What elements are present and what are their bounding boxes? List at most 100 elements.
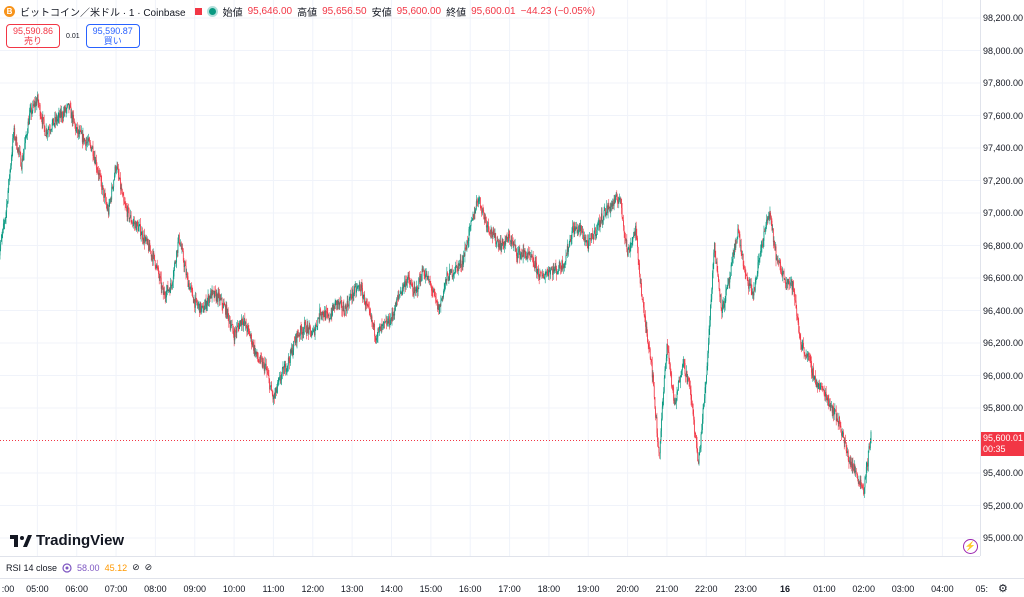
candle-body [141, 235, 142, 236]
candle-body [166, 297, 167, 298]
candle-body [539, 272, 540, 278]
candle-body [485, 217, 486, 220]
rsi-ma-value: 45.12 [105, 563, 128, 573]
candle-body [323, 312, 324, 316]
candle-body [699, 449, 700, 452]
price-tick-label: 95,800.00 [983, 403, 1023, 413]
sell-button[interactable]: 95,590.86 売り [6, 24, 60, 48]
candle-body [738, 229, 739, 233]
candle-body [305, 322, 306, 332]
candle-body [695, 434, 696, 435]
candle-body [139, 225, 140, 227]
eye-off-icon[interactable]: ⊘ [145, 562, 153, 573]
candle-body [746, 274, 747, 275]
candle-body [861, 480, 862, 485]
market-status-icon[interactable] [207, 6, 218, 17]
candle-body [751, 284, 752, 291]
candle-body [400, 294, 401, 295]
candle-body [626, 240, 627, 249]
candle-body [840, 426, 841, 433]
buy-button[interactable]: 95,590.87 買い [86, 24, 140, 48]
time-tick-label: 11:00 [263, 584, 285, 594]
candle-body [155, 260, 156, 266]
candle-body [38, 95, 39, 103]
candle-body [369, 307, 370, 309]
candle-body [632, 237, 633, 242]
candle-body [390, 324, 391, 325]
candle-body [706, 375, 707, 383]
candle-body [192, 290, 193, 297]
candle-body [630, 244, 631, 247]
candle-body [572, 231, 573, 239]
candle-body [715, 243, 716, 257]
candle-body [691, 390, 692, 400]
time-tick-label: 12:00 [302, 584, 325, 594]
candle-body [12, 152, 13, 158]
candle-body [802, 345, 803, 349]
candle-body [760, 251, 761, 254]
candle-body [538, 268, 539, 276]
candle-body [267, 369, 268, 372]
rsi-indicator[interactable]: RSI 14 close 58.00 45.12 ⊘ ⊘ [0, 556, 980, 578]
candle-body [48, 130, 49, 133]
candle-body [281, 374, 282, 379]
candle-body [515, 245, 516, 249]
candle-body [653, 375, 654, 386]
candle-body [162, 286, 163, 287]
candle-body [700, 448, 701, 450]
time-tick-label: 17:00 [498, 584, 521, 594]
candle-body [396, 299, 397, 307]
candle-body [763, 241, 764, 246]
candle-body [493, 230, 494, 233]
candle-body [765, 227, 766, 232]
candle-body [729, 277, 730, 282]
candle-body [702, 419, 703, 430]
candle-body [717, 262, 718, 271]
time-tick-label: 09:00 [183, 584, 206, 594]
candle-body [785, 279, 786, 283]
candle-body [743, 254, 744, 266]
eye-off-icon[interactable]: ⊘ [132, 562, 140, 573]
candle-body [828, 398, 829, 401]
candle-body [269, 376, 270, 379]
candle-body [74, 119, 75, 123]
candle-body [100, 174, 101, 175]
candle-body [343, 306, 344, 314]
candle-body [62, 112, 63, 117]
candle-body [757, 274, 758, 278]
candle-body [465, 248, 466, 250]
candle-body [770, 213, 771, 217]
candle-body [483, 210, 484, 213]
time-tick-label: 19:00 [577, 584, 600, 594]
candle-body [713, 253, 714, 264]
tradingview-logo[interactable]: TradingView [10, 532, 124, 549]
symbol-name[interactable]: ビットコイン／米ドル · 1 · Coinbase [20, 4, 186, 19]
candle-body [452, 276, 453, 277]
candle-body [99, 173, 100, 174]
candle-body [307, 325, 308, 328]
flag-icon[interactable] [195, 8, 202, 15]
candle-body [425, 275, 426, 278]
gear-icon[interactable]: ⚙ [998, 582, 1008, 595]
candle-body [663, 399, 664, 406]
candle-body [196, 299, 197, 303]
candle-body [705, 387, 706, 398]
candle-body [357, 287, 358, 288]
candle-body [469, 229, 470, 241]
lightning-icon[interactable]: ⚡ [963, 539, 978, 554]
candle-body [637, 238, 638, 247]
candle-body [109, 202, 110, 203]
candle-body [50, 130, 51, 131]
candle-body [503, 239, 504, 244]
candle-body [6, 212, 7, 218]
candle-body [483, 210, 484, 211]
candle-body [616, 195, 617, 199]
candle-body [109, 203, 110, 215]
candle-body [809, 356, 810, 357]
candle-body [12, 138, 13, 152]
candle-body [810, 357, 811, 361]
candle-body [573, 226, 574, 228]
price-chart[interactable] [0, 0, 980, 556]
